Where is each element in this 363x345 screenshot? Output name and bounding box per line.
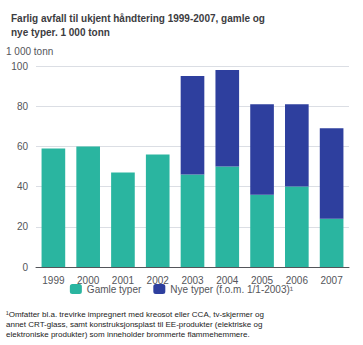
svg-text:Nye typer (f.o.m. 1/1-2003)¹: Nye typer (f.o.m. 1/1-2003)¹ (170, 284, 293, 295)
svg-text:2002: 2002 (147, 275, 170, 286)
svg-text:1 000 tonn: 1 000 tonn (6, 46, 53, 57)
svg-text:0: 0 (22, 262, 28, 273)
svg-text:40: 40 (17, 181, 29, 192)
svg-text:80: 80 (17, 101, 29, 112)
svg-text:Farlig avfall til ukjent håndt: Farlig avfall til ukjent håndtering 1999… (11, 13, 265, 24)
svg-text:100: 100 (11, 61, 28, 72)
svg-text:2000: 2000 (77, 274, 100, 286)
svg-text:2007: 2007 (320, 275, 343, 286)
svg-text:2005: 2005 (250, 274, 274, 286)
svg-text:2004: 2004 (216, 274, 239, 286)
svg-text:60: 60 (17, 141, 29, 152)
svg-text:¹Omfatter bl.a. trevirke impre: ¹Omfatter bl.a. trevirke impregnert med … (6, 310, 264, 319)
svg-text:2001: 2001 (111, 274, 135, 286)
svg-text:1999: 1999 (42, 275, 65, 286)
svg-text:nye typer. 1 000 tonn: nye typer. 1 000 tonn (11, 27, 110, 38)
svg-text:2003: 2003 (181, 274, 204, 286)
svg-text:elektroniske produkter) som in: elektroniske produkter) som inneholder b… (6, 330, 250, 339)
svg-text:20: 20 (17, 221, 29, 232)
svg-text:2006: 2006 (285, 274, 308, 286)
svg-text:Gamle typer: Gamle typer (87, 284, 142, 295)
svg-text:annet CRT-glass, samt konstruk: annet CRT-glass, samt konstruksjonsplast… (6, 320, 262, 329)
